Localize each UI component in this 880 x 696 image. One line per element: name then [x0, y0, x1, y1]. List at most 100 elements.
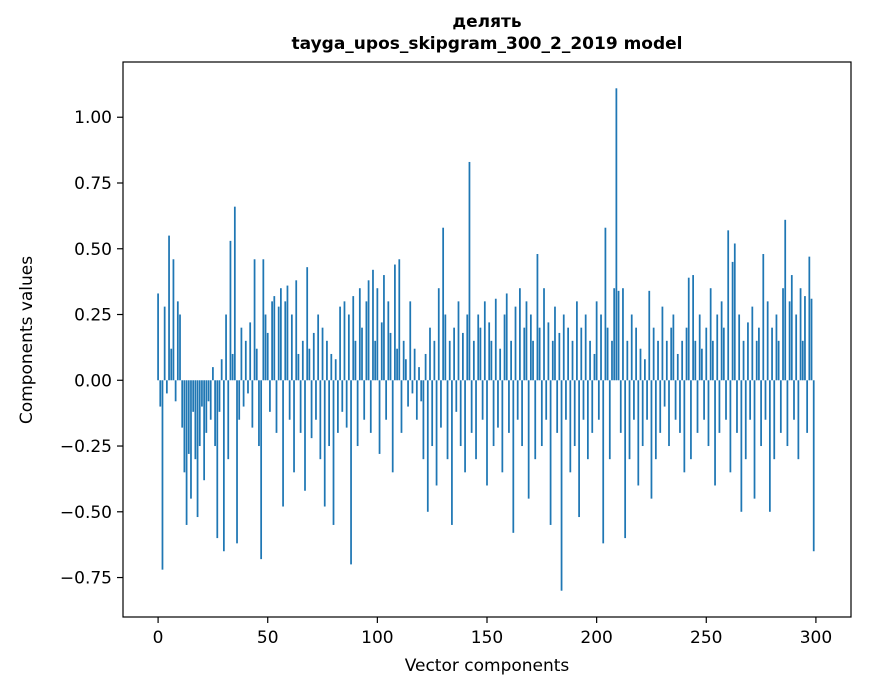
bar [222, 380, 225, 552]
bar [641, 380, 644, 447]
bar [446, 380, 449, 460]
bar [600, 314, 602, 381]
bar [214, 380, 216, 447]
bar [451, 380, 453, 525]
axes-frame [122, 61, 852, 618]
bar [442, 227, 445, 381]
bar [233, 206, 236, 381]
bar [736, 380, 738, 433]
bar [205, 380, 208, 433]
bar [435, 380, 438, 486]
bar [698, 314, 701, 381]
bar [499, 348, 502, 381]
bar [229, 240, 232, 381]
bar [694, 340, 697, 381]
bar [701, 348, 703, 381]
bar [806, 380, 809, 433]
bar [692, 275, 694, 381]
bar [556, 380, 559, 433]
bar [508, 380, 510, 433]
bar [722, 327, 725, 381]
bar [376, 288, 379, 381]
bar [462, 332, 464, 381]
bar [236, 380, 238, 544]
bar [679, 380, 681, 433]
bar [157, 293, 159, 381]
bar [812, 380, 815, 552]
bar [494, 298, 497, 381]
bar [635, 327, 637, 381]
y-tick-label: 0.75 [74, 174, 112, 194]
x-tick-label: 0 [153, 628, 164, 648]
bar [407, 380, 409, 407]
bar [751, 306, 754, 381]
bar [602, 380, 605, 544]
bar [437, 288, 440, 381]
bar [547, 322, 550, 381]
bar [519, 288, 521, 381]
bar [464, 380, 466, 473]
bar [361, 327, 363, 381]
bar [350, 380, 352, 565]
bar [345, 380, 348, 428]
bar [490, 340, 493, 381]
bar [589, 340, 591, 381]
bar [549, 380, 552, 525]
bar [310, 380, 313, 439]
bar [486, 380, 488, 486]
bar [503, 314, 506, 381]
bar [727, 230, 730, 381]
bar [172, 259, 175, 381]
bar [604, 227, 607, 381]
bar [580, 327, 583, 381]
bar [657, 340, 659, 381]
bar [545, 380, 548, 420]
bar [374, 340, 377, 381]
bar [705, 327, 708, 381]
y-tick-label: 0.00 [74, 371, 112, 391]
bar [687, 277, 690, 381]
bar [258, 380, 260, 447]
bar [672, 314, 675, 381]
bar [797, 380, 800, 460]
x-tick-label: 250 [690, 628, 722, 648]
bar [453, 327, 455, 381]
bar [168, 235, 170, 381]
bar [784, 219, 787, 381]
bar [328, 380, 330, 447]
bar [295, 280, 298, 381]
bar [286, 285, 289, 381]
bar [457, 301, 460, 381]
bar [633, 380, 635, 420]
bar [788, 301, 791, 381]
bar [510, 340, 512, 381]
bar [472, 340, 475, 381]
bar [459, 380, 462, 447]
bar [595, 301, 598, 381]
bar [391, 380, 394, 473]
y-tick-label: 0.50 [74, 240, 112, 260]
bar [337, 380, 339, 433]
bar [742, 340, 745, 381]
bar [304, 380, 306, 491]
bar [543, 288, 545, 381]
bar [385, 380, 388, 420]
bar [387, 301, 390, 381]
bar [238, 380, 241, 420]
bar [505, 293, 508, 381]
bar [661, 306, 664, 381]
bar [424, 353, 427, 381]
bar [488, 322, 491, 381]
bar [532, 340, 534, 381]
bar [613, 288, 616, 381]
bar [696, 380, 699, 433]
bar [415, 380, 418, 420]
bar [347, 314, 350, 381]
ticks-group: 1.00 0.75 0.50 0.25 0.00 −0.25 −0.50 −0.75 0 50 10… [60, 108, 832, 648]
bar [266, 332, 269, 381]
bar [703, 380, 705, 420]
bar [766, 301, 769, 381]
bar [185, 380, 188, 525]
bar [253, 259, 256, 381]
bar [760, 380, 762, 447]
